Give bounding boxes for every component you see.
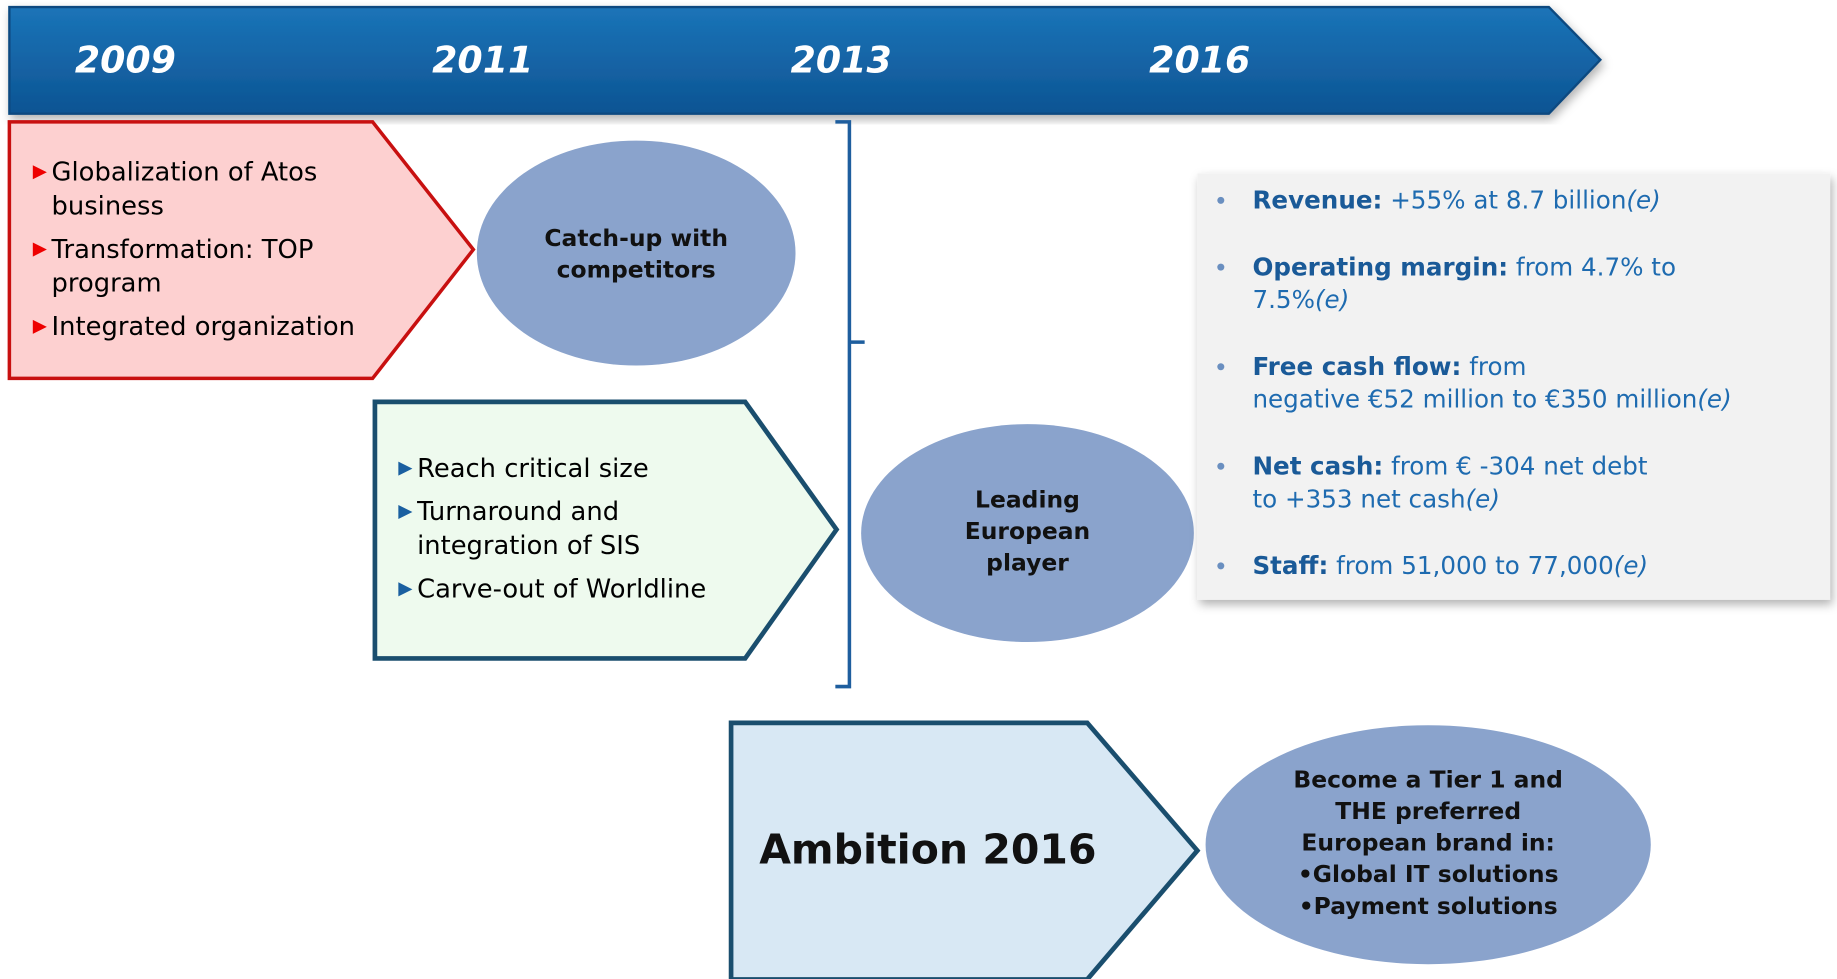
marker xyxy=(398,582,413,597)
result: Operating margin: from 4.7% to 7.5%(e) xyxy=(1197,251,1830,317)
result-label: Revenue: xyxy=(1252,186,1383,215)
text-line: competitors xyxy=(556,255,716,284)
ambition-oval xyxy=(1205,725,1651,965)
item: Globalization of Atos business xyxy=(30,156,405,224)
phase2-box xyxy=(372,399,840,661)
phase2-oval xyxy=(861,424,1194,643)
item: Turnaround and integration of SIS xyxy=(396,496,771,564)
bullet xyxy=(1217,196,1225,204)
bullet xyxy=(1217,462,1225,470)
text-line: from 51,000 to 77,000 xyxy=(1336,551,1614,580)
text-line: •Global IT solutions xyxy=(1297,859,1559,889)
result: Staff: from 51,000 to 77,000(e) xyxy=(1197,549,1830,582)
result-label: Operating margin: xyxy=(1252,253,1509,282)
result-note: (e) xyxy=(1626,186,1661,215)
item: Integrated organization xyxy=(30,310,405,344)
text-line: Globalization of Atos xyxy=(51,158,318,188)
result-note: (e) xyxy=(1613,551,1649,580)
year: 2016 xyxy=(1149,39,1251,83)
year: 2009 xyxy=(74,39,176,83)
text-line: program xyxy=(51,269,162,299)
bullet xyxy=(1217,562,1225,570)
text-line: Transformation: TOP xyxy=(51,235,314,265)
text-line: from 4.7% to xyxy=(1515,253,1677,282)
year: 2013 xyxy=(790,39,892,83)
text-line: European brand in: xyxy=(1301,828,1555,857)
phase1-outcome: Catch-up with competitors xyxy=(484,223,789,286)
item: Reach critical size xyxy=(396,452,771,486)
text-line: THE preferred xyxy=(1335,796,1522,825)
marker xyxy=(32,319,47,334)
text-line: 7.5% xyxy=(1252,285,1315,314)
year: 2011 xyxy=(432,39,534,83)
text-line: from € -304 net debt xyxy=(1391,452,1648,481)
bracket xyxy=(835,120,865,689)
result-label: Staff: xyxy=(1252,551,1329,580)
result-note: (e) xyxy=(1314,285,1350,314)
text-line: Leading xyxy=(975,485,1080,514)
bullet xyxy=(1217,363,1225,371)
text-line: +55% at 8.7 billion xyxy=(1390,186,1627,215)
marker xyxy=(32,242,47,257)
results: Revenue: +55% at 8.7 billion(e) Operating… xyxy=(1197,184,1830,616)
result: Net cash: from € -304 net debt to +353 ne… xyxy=(1197,450,1830,516)
result-note: (e) xyxy=(1465,485,1500,514)
phase2-items: Reach critical size Turnaround and integra… xyxy=(396,452,771,616)
result-note: (e) xyxy=(1697,385,1732,414)
text-line: European xyxy=(964,516,1091,545)
ambition-outcome: Become a Tier 1 and THE preferred European… xyxy=(1229,764,1627,922)
bullet xyxy=(1217,263,1225,271)
phase1-items: Globalization of Atos business Transformat… xyxy=(30,156,405,354)
result-label: Free cash flow: xyxy=(1252,352,1462,381)
text-line: Turnaround and xyxy=(417,497,620,528)
marker xyxy=(398,461,413,476)
result: Free cash flow: from negative €52 million… xyxy=(1197,350,1830,416)
ambition-box xyxy=(728,720,1201,979)
text-line: •Payment solutions xyxy=(1298,891,1558,920)
text-line: negative €52 million to €350 million xyxy=(1252,385,1698,414)
marker xyxy=(398,504,413,520)
results-box xyxy=(1197,173,1831,600)
marker xyxy=(32,165,47,180)
text-line: to +353 net cash xyxy=(1252,485,1466,514)
text-line: player xyxy=(986,548,1069,577)
text-line: Catch-up with xyxy=(544,223,729,252)
result: Revenue: +55% at 8.7 billion(e) xyxy=(1197,184,1830,217)
text-line: Reach critical size xyxy=(417,454,649,484)
text-line: from xyxy=(1469,352,1527,381)
phase2-outcome: Leading European player xyxy=(875,484,1180,579)
ambition-title: Ambition 2016 xyxy=(759,827,1097,875)
item: Carve-out of Worldline xyxy=(396,573,771,607)
timeline-arrow xyxy=(8,5,1603,115)
result-label: Net cash: xyxy=(1252,452,1384,481)
text-line: Become a Tier 1 and xyxy=(1293,765,1563,794)
text-line: Integrated organization xyxy=(51,312,355,343)
item: Transformation: TOP program xyxy=(30,233,405,301)
text-line: integration of SIS xyxy=(417,531,641,562)
phase1-oval xyxy=(476,140,796,366)
text-line: Carve-out of Worldline xyxy=(417,575,707,605)
text-line: business xyxy=(51,192,164,222)
phase1-box xyxy=(7,120,476,381)
